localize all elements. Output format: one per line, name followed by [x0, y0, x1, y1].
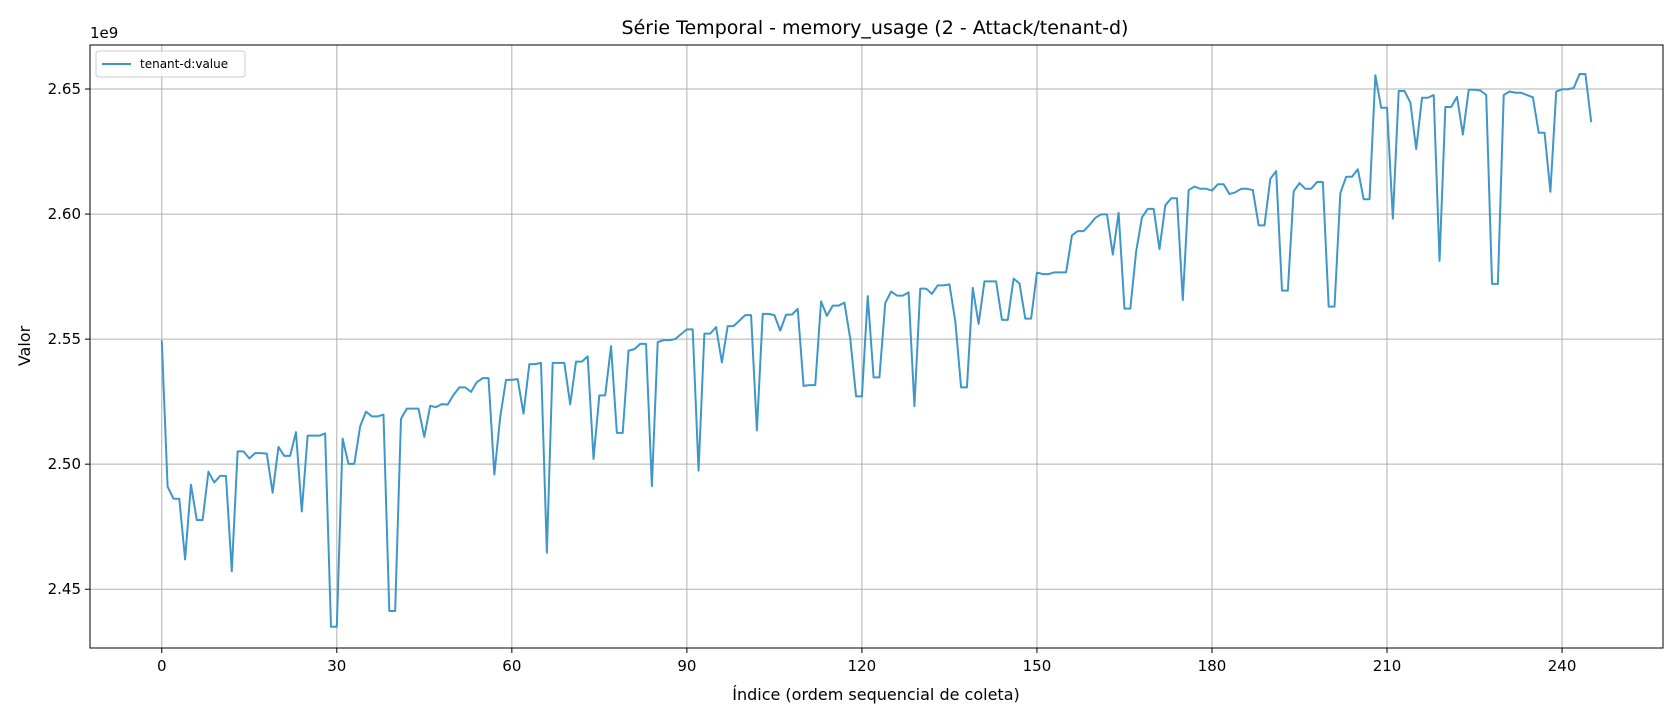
x-tick-label: 210 — [1373, 657, 1402, 675]
y-tick-label: 2.45 — [48, 580, 81, 598]
y-tick-label: 2.65 — [48, 80, 81, 98]
y-axis-title: Valor — [15, 325, 34, 366]
y-tick-label: 2.50 — [48, 455, 81, 473]
y-tick-label: 2.55 — [48, 330, 81, 348]
x-tick-label: 60 — [502, 657, 521, 675]
y-tick-label: 2.60 — [48, 205, 81, 223]
y-axis: 2.45 2.50 2.55 2.60 2.65 — [48, 80, 90, 598]
legend-label: tenant-d:value — [140, 57, 228, 71]
plot-frame — [89, 44, 1664, 649]
x-axis: 0 30 60 90 120 150 180 210 240 — [157, 648, 1576, 675]
legend-box — [95, 50, 246, 78]
chart-title: Série Temporal - memory_usage (2 - Attac… — [622, 17, 1129, 39]
x-tick-label: 180 — [1198, 657, 1227, 675]
x-tick-label: 90 — [677, 657, 696, 675]
x-tick-label: 120 — [848, 657, 877, 675]
x-axis-title: Índice (ordem sequencial de coleta) — [732, 685, 1020, 704]
x-tick-label: 150 — [1023, 657, 1052, 675]
series-line — [160, 73, 1593, 628]
y-axis-offset-label: 1e9 — [90, 24, 118, 42]
x-tick-label: 30 — [327, 657, 346, 675]
x-tick-label: 240 — [1548, 657, 1577, 675]
series-layer — [160, 73, 1593, 628]
legend: tenant-d:value — [95, 50, 246, 78]
x-tick-label: 0 — [157, 657, 167, 675]
